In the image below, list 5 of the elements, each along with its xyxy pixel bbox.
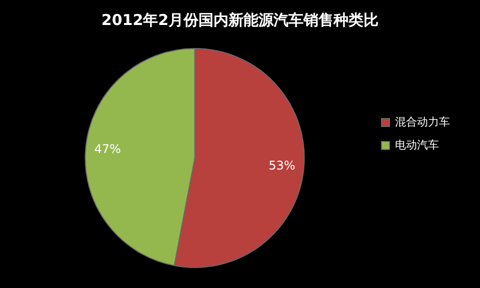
data-label: 47% <box>94 142 121 156</box>
chart-title: 2012年2月份国内新能源汽车销售种类比 <box>101 10 379 29</box>
legend-label: 混合动力车 <box>395 115 450 128</box>
data-label: 53% <box>268 158 296 172</box>
legend-label: 电动汽车 <box>395 138 439 152</box>
